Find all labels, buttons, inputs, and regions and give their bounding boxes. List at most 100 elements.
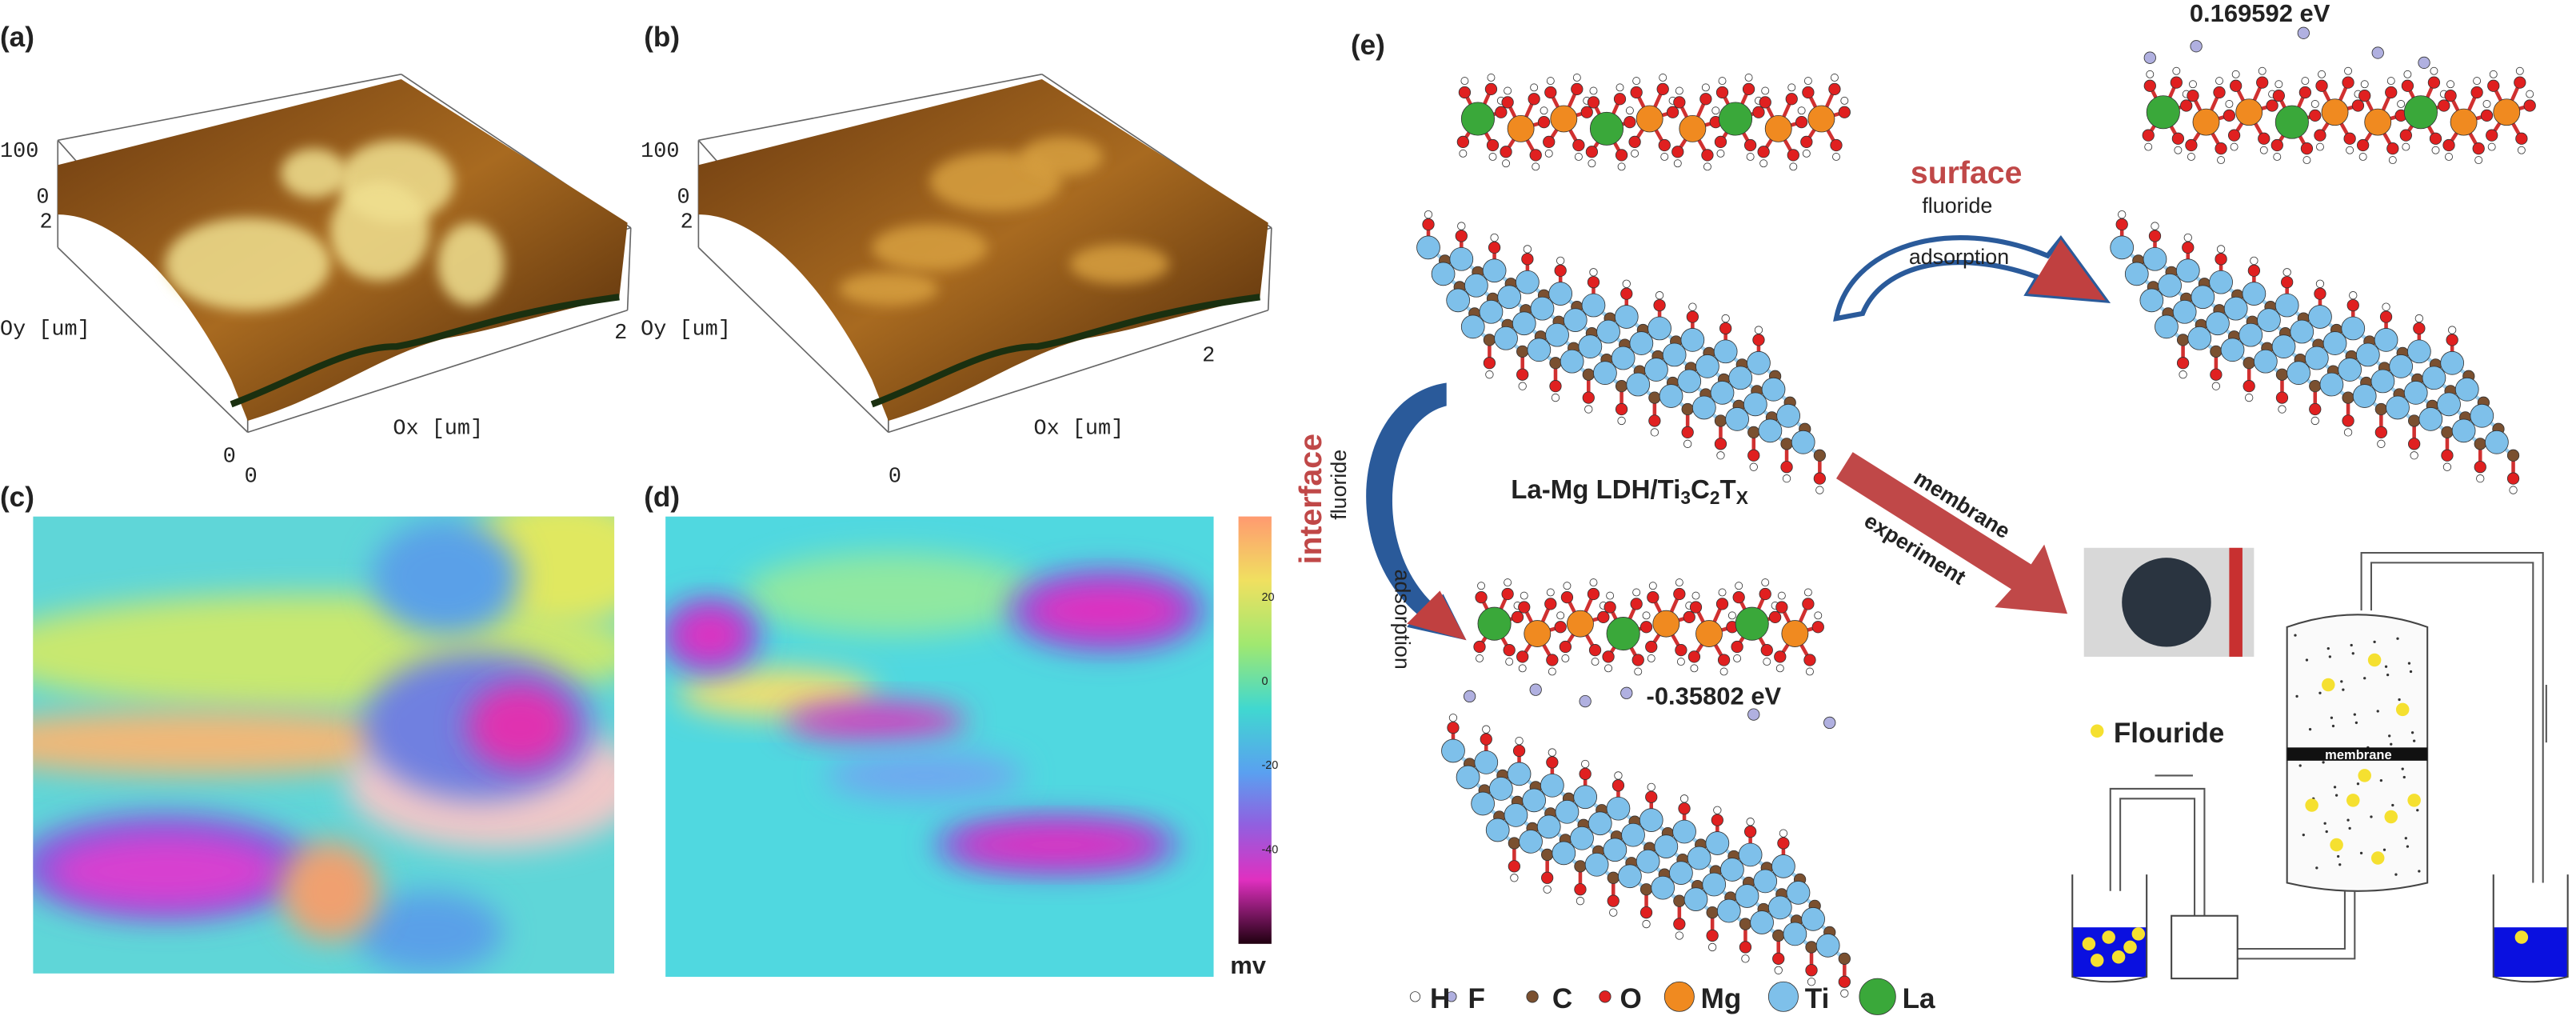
atom [1681,402,1694,416]
atom [1516,650,1529,663]
atom [1743,392,1767,417]
atom [2403,95,2438,130]
atom [2146,70,2155,78]
map-region [49,834,282,908]
atom [2319,372,2344,397]
atom [1485,818,1510,842]
atom [2385,86,2398,99]
atom [2374,426,2387,439]
atom [1561,654,1570,662]
atom [1603,838,1627,862]
atom [2185,138,2198,152]
particle [2325,830,2328,834]
atom [1714,438,1727,450]
atom [1584,852,1609,877]
atom [2401,79,2414,92]
atom [2402,142,2410,151]
atom [1795,116,1808,129]
atom [2474,156,2483,165]
atom [1771,854,1795,878]
atom [1750,910,1774,934]
atom [2377,439,2386,448]
particle [2351,652,2354,655]
atom [1563,582,1572,590]
atom [2506,449,2520,462]
particle [2318,691,2322,694]
atom [1510,874,1519,882]
atom [1490,233,1499,242]
atom [1639,808,1663,832]
particle [2404,837,2407,840]
label: 20 [1261,591,1274,604]
atom [1615,402,1628,416]
atom [1741,954,1750,963]
atom [1747,708,1760,721]
map-region [784,701,966,742]
box-edge [626,227,632,310]
photo-ruler [2229,547,2243,657]
label: fluoride [1327,450,1351,520]
atom [1747,350,1771,375]
atom [1687,650,1701,663]
atom [1647,591,1659,604]
atom [2271,334,2296,358]
atom [1830,73,1839,82]
atom [2364,108,2392,136]
atom [2142,129,2155,142]
atom [1582,368,1595,381]
atom [1686,310,1699,323]
label: 100 [0,140,38,164]
atom [2445,152,2453,161]
atom [1647,782,1655,792]
atom [1763,658,1771,666]
atom [2309,109,2322,122]
particle [2410,731,2414,734]
atom [2143,246,2167,271]
atom [2451,418,2476,443]
atom [2124,262,2149,286]
atom [1424,210,1433,219]
particle [2295,694,2298,698]
box-edge [57,246,249,433]
particle [2409,670,2413,674]
atom [1764,114,1792,142]
atom [2223,296,2248,321]
atom [1623,116,1636,129]
atom [2438,99,2450,112]
atom [1715,598,1729,610]
atom [2235,98,2263,126]
atom [1589,111,1624,146]
atom [2172,299,2197,324]
atom [1606,796,1631,821]
atom [1775,601,1788,614]
particle [2338,863,2342,866]
atom [2309,380,2322,393]
atom [2343,132,2356,145]
atom [1567,610,1594,638]
atom [2175,258,2200,283]
atom [2386,142,2399,155]
atom [1604,601,1616,614]
atom [1746,818,1755,826]
atom [1743,138,1757,152]
map-region [371,519,521,636]
atom [1581,293,1606,318]
atom [2341,316,2366,341]
particle [2353,713,2356,716]
atom [1477,606,1512,641]
atom [1650,428,1659,437]
atom [2441,449,2454,462]
particle [2356,782,2360,786]
atom [1713,339,1738,364]
particle [2370,815,2373,818]
surface-highlight [329,181,429,281]
particle [2402,775,2406,779]
atom [1716,451,1725,460]
atom [2430,66,2438,75]
atom [1716,898,1741,923]
fluoride-dot [2082,937,2096,951]
label: La [1903,983,1935,1014]
atom [2220,338,2245,362]
atom [1521,253,1534,266]
